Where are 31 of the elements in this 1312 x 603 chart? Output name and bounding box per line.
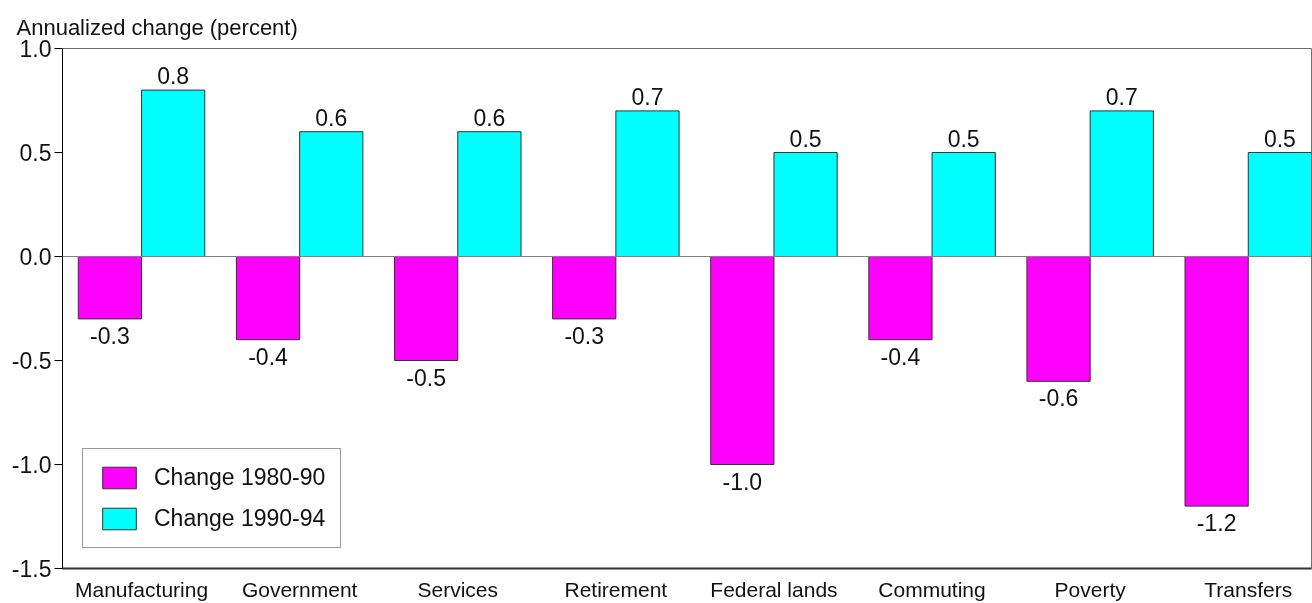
data-label: 0.6 xyxy=(473,104,506,131)
x-tick-label: Transfers xyxy=(1204,577,1293,601)
data-label: 0.5 xyxy=(1263,125,1296,152)
data-label: -0.3 xyxy=(90,322,130,349)
data-label: -1.0 xyxy=(722,468,763,495)
data-label: 0.7 xyxy=(1105,83,1138,110)
x-tick-label: Services xyxy=(417,577,499,601)
x-tick-label: Federal lands xyxy=(710,577,838,601)
data-label: -0.6 xyxy=(1038,385,1079,412)
y-tick-label: 0.5 xyxy=(19,140,52,166)
data-label: 0.6 xyxy=(315,104,348,131)
x-tick-label: Commuting xyxy=(878,577,986,601)
data-label: 0.7 xyxy=(631,83,664,110)
y-tick-label: -1.0 xyxy=(11,452,52,478)
y-tick-label: -1.5 xyxy=(11,556,52,582)
data-label: -1.2 xyxy=(1196,510,1237,537)
data-label: -0.5 xyxy=(406,364,446,391)
legend-label: Change 1980-90 xyxy=(154,464,326,491)
data-label: -0.4 xyxy=(248,343,289,370)
x-tick-label: Manufacturing xyxy=(75,577,209,601)
x-tick-label: Retirement xyxy=(564,577,668,601)
legend-label: Change 1990-94 xyxy=(154,505,326,532)
y-tick-label: 0.0 xyxy=(19,244,52,270)
data-label: 0.8 xyxy=(157,63,190,90)
data-label: 0.5 xyxy=(947,125,980,152)
data-label: 0.5 xyxy=(789,125,822,152)
x-tick-label: Government xyxy=(241,577,358,601)
y-tick-label: -0.5 xyxy=(11,348,52,374)
data-label: -0.4 xyxy=(880,343,921,370)
data-label: -0.3 xyxy=(564,322,605,349)
x-tick-label: Poverty xyxy=(1054,577,1127,601)
